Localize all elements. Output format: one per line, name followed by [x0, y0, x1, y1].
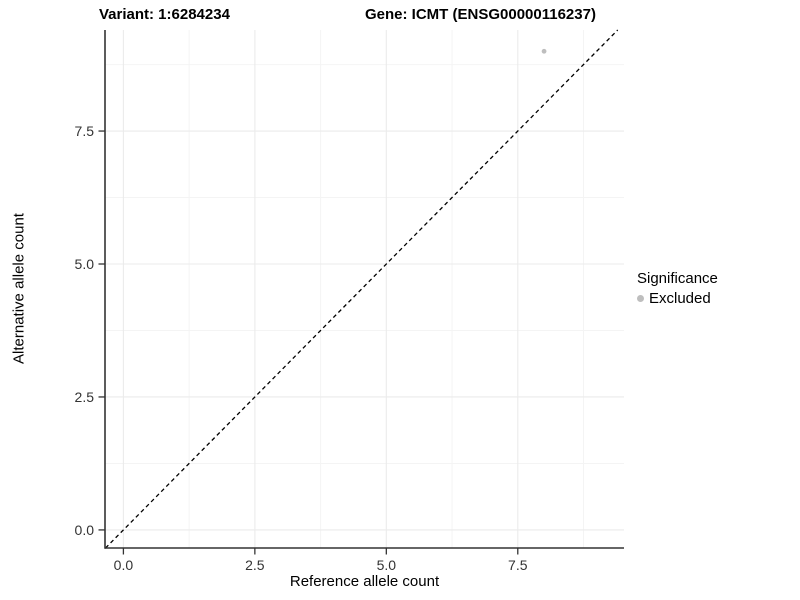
x-tick-label: 2.5 — [245, 557, 265, 573]
plot-title-variant: Variant: 1:6284234 — [99, 6, 230, 23]
legend-key-dot-icon — [637, 295, 644, 302]
legend-item-label: Excluded — [649, 290, 711, 307]
legend-title: Significance — [637, 270, 718, 287]
identity-dashed-line — [105, 29, 619, 549]
legend: Significance Excluded — [637, 270, 718, 307]
legend-item-excluded: Excluded — [637, 290, 718, 307]
data-point — [541, 48, 547, 54]
y-tick-label: 2.5 — [74, 388, 94, 405]
y-tick-label: 7.5 — [74, 123, 94, 140]
x-axis-title: Reference allele count — [289, 573, 440, 590]
x-tick-label: 0.0 — [113, 557, 134, 573]
plot-title-gene: Gene: ICMT (ENSG00000116237) — [365, 6, 596, 23]
x-tick-label: 5.0 — [376, 557, 397, 573]
y-tick-label: 5.0 — [74, 256, 94, 272]
x-tick-label: 7.5 — [508, 557, 528, 573]
y-tick-label: 0.0 — [74, 521, 94, 538]
